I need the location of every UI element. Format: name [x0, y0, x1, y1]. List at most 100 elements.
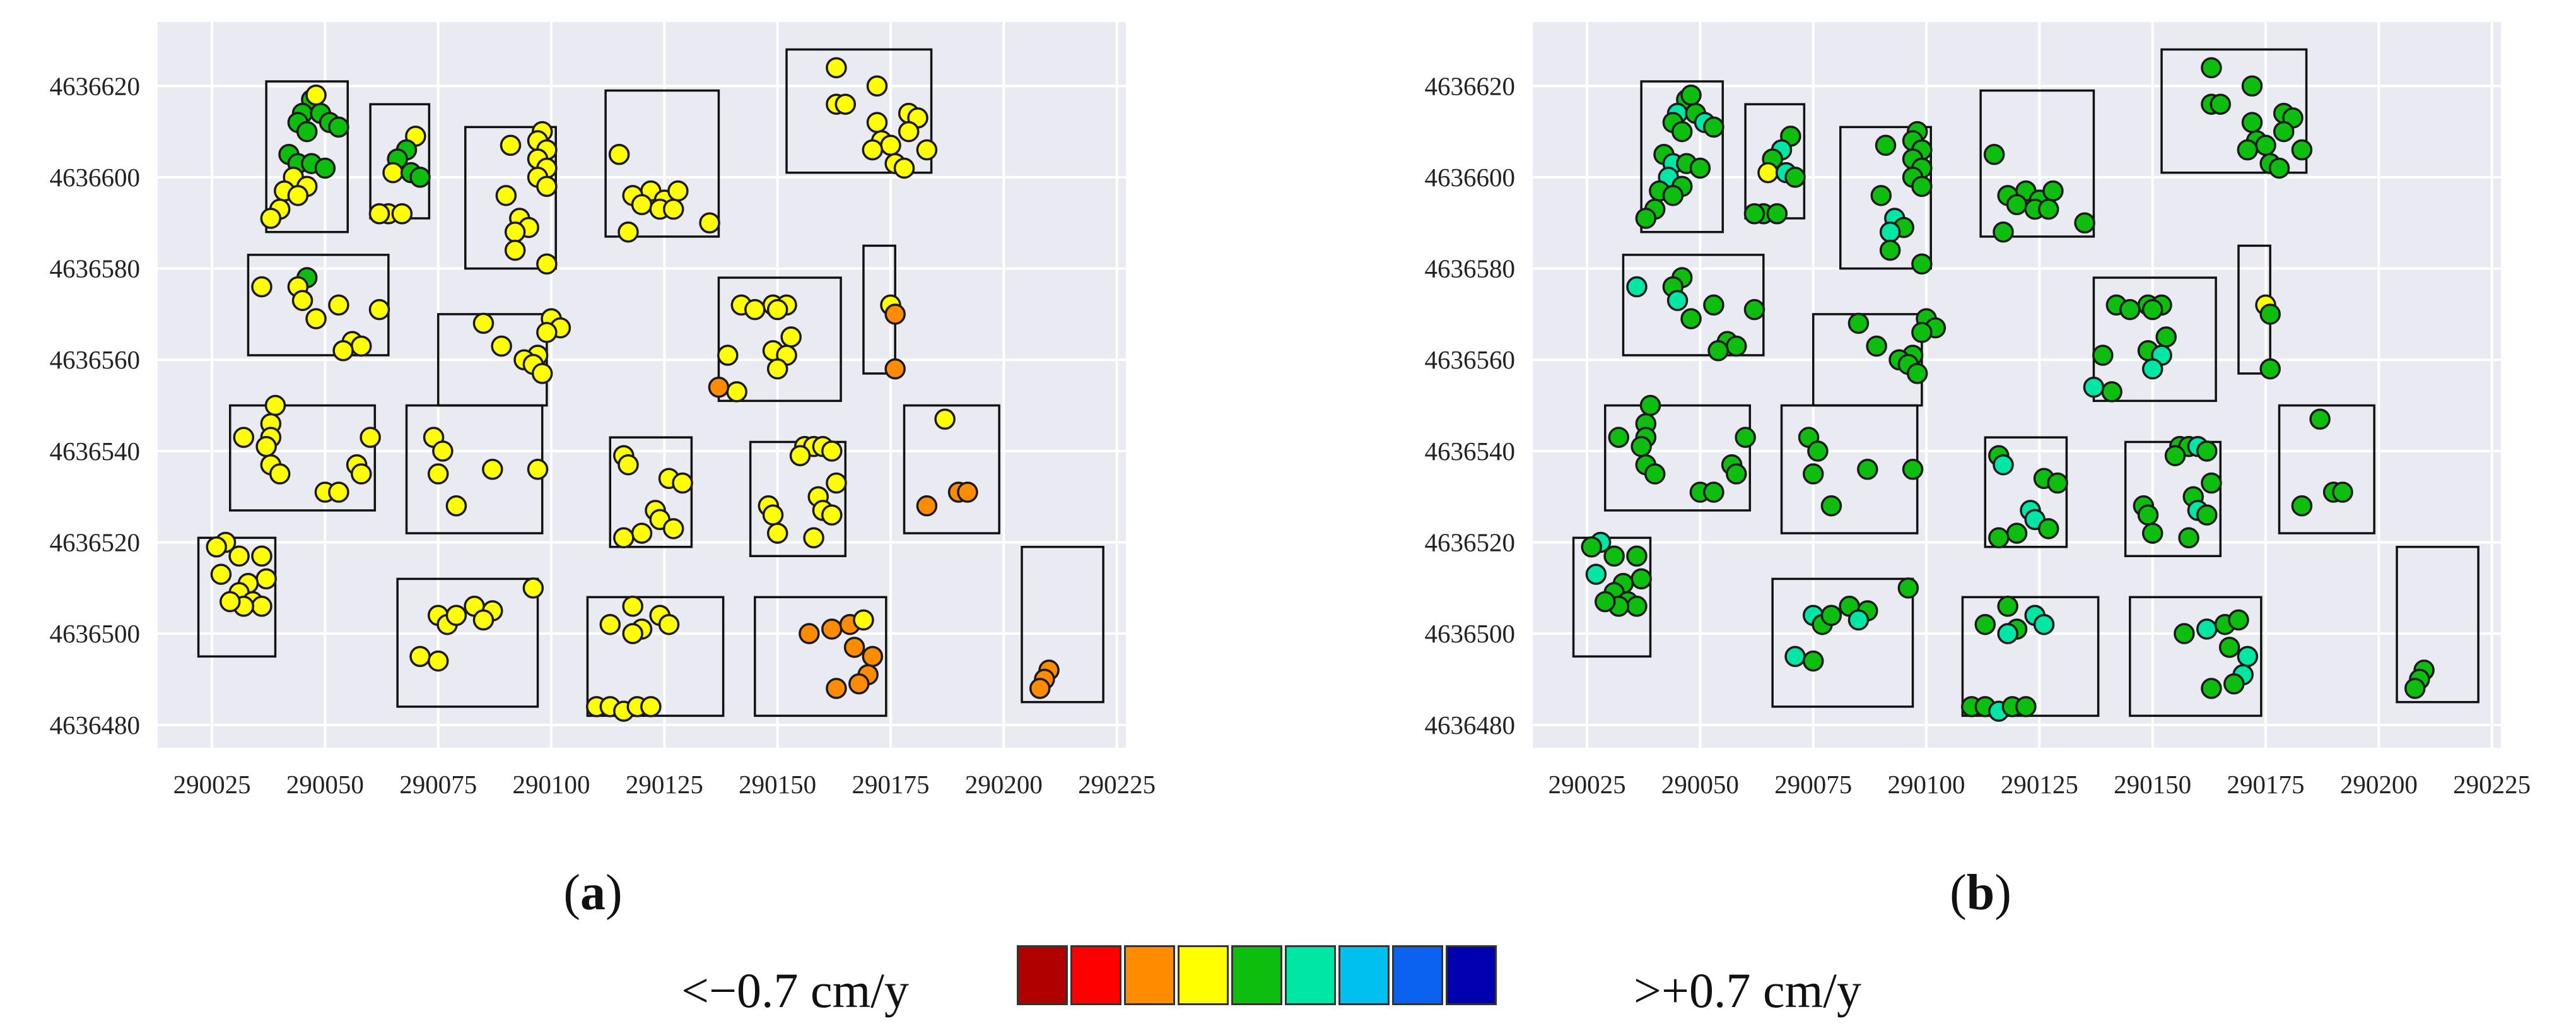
building-box: [1839, 126, 1932, 270]
ps-point: [708, 376, 730, 398]
ps-point: [640, 696, 662, 717]
x-tick-label: 290025: [1549, 770, 1626, 799]
ps-point: [2309, 408, 2331, 430]
ps-point: [2196, 504, 2218, 526]
ps-point: [766, 358, 788, 380]
building-box: [785, 48, 933, 174]
ps-point: [1626, 596, 1648, 617]
y-tick-label: 4636620: [1425, 71, 1516, 100]
ps-point: [368, 203, 390, 225]
building-box: [2160, 48, 2308, 174]
building-box: [1771, 577, 1914, 708]
building-box: [604, 89, 720, 238]
building-box: [1984, 436, 2068, 548]
ps-point: [351, 463, 372, 485]
ps-point: [2196, 618, 2218, 640]
y-tick-label: 4636480: [1425, 711, 1516, 740]
ps-point: [500, 134, 522, 156]
ps-point: [531, 363, 553, 384]
ps-point: [1029, 678, 1051, 699]
ps-point: [2119, 298, 2141, 321]
ps-point: [762, 504, 784, 526]
ps-point: [1626, 276, 1648, 298]
x-tick-label: 290050: [1661, 770, 1739, 799]
x-tick-label: 290125: [626, 770, 703, 799]
ps-point: [1974, 613, 1996, 635]
ps-point: [2074, 212, 2095, 233]
ps-point: [1703, 481, 1724, 503]
legend-max-label: >+0.7 cm/y: [1634, 963, 1861, 1018]
ps-point: [2141, 522, 2163, 544]
ps-point: [2210, 93, 2232, 115]
ps-point: [351, 335, 372, 357]
ps-point: [1875, 134, 1897, 156]
ps-point: [409, 167, 431, 188]
ps-point: [210, 563, 232, 585]
ps-point: [1983, 143, 2005, 165]
legend-swatch: [1231, 945, 1282, 1005]
ps-point: [1680, 308, 1702, 329]
ps-point: [2201, 57, 2222, 79]
ps-point: [2101, 381, 2122, 403]
ps-point: [2047, 472, 2068, 494]
ps-point: [251, 545, 272, 567]
building-box: [2092, 276, 2217, 403]
ps-point: [1581, 536, 1602, 558]
y-tick-label: 4636600: [50, 163, 141, 192]
ps-point: [495, 185, 517, 206]
ps-point: [1630, 435, 1652, 457]
ps-point: [255, 568, 277, 590]
ps-point: [1988, 527, 2010, 549]
ps-point: [427, 463, 449, 485]
ps-point: [631, 194, 653, 216]
ps-point: [1993, 454, 2014, 476]
ps-point: [1585, 563, 1607, 585]
ps-point: [1666, 290, 1689, 311]
ps-point: [427, 650, 449, 672]
ps-point: [2006, 522, 2028, 544]
building-box: [1604, 404, 1752, 512]
x-tick-label: 290075: [1774, 770, 1852, 799]
x-tick-label: 290225: [2453, 770, 2531, 799]
ps-point: [1997, 596, 2018, 617]
y-tick-label: 4636540: [1425, 437, 1516, 466]
ps-point: [1639, 394, 1661, 416]
ps-point: [672, 472, 693, 494]
ps-point: [2223, 673, 2245, 695]
y-tick-label: 4636620: [50, 71, 141, 100]
ps-point: [2042, 180, 2064, 202]
ps-point: [853, 609, 874, 631]
ps-point: [1993, 221, 2014, 243]
ps-point: [1802, 463, 1824, 485]
x-tick-label: 290100: [513, 770, 590, 799]
ps-point: [328, 116, 349, 138]
ps-point: [1879, 239, 1901, 261]
ps-point: [1689, 157, 1711, 179]
ps-point: [658, 613, 680, 635]
ps-point: [536, 175, 558, 198]
ps-point: [2237, 139, 2259, 161]
ps-point: [2037, 518, 2059, 540]
ps-point: [2015, 696, 2037, 717]
ps-point: [2092, 345, 2114, 366]
ps-point: [255, 435, 277, 457]
ps-point: [2174, 623, 2195, 644]
ps-point: [1911, 253, 1933, 275]
ps-point: [1870, 185, 1892, 206]
ps-point: [667, 180, 689, 202]
ps-point: [1847, 312, 1870, 334]
ps-point: [1802, 650, 1824, 672]
ps-point: [314, 157, 336, 179]
ps-point: [432, 440, 454, 462]
ps-point: [1707, 340, 1729, 362]
ps-point: [472, 609, 495, 631]
ps-point: [1784, 646, 1806, 668]
ps-point: [1857, 459, 1878, 480]
legend-swatch: [1124, 945, 1175, 1005]
legend-swatch: [1285, 945, 1336, 1005]
y-tick-label: 4636540: [50, 437, 141, 466]
ps-point: [260, 208, 282, 229]
ps-point: [2137, 504, 2159, 526]
ps-point: [2332, 481, 2353, 503]
ps-point: [898, 121, 920, 143]
